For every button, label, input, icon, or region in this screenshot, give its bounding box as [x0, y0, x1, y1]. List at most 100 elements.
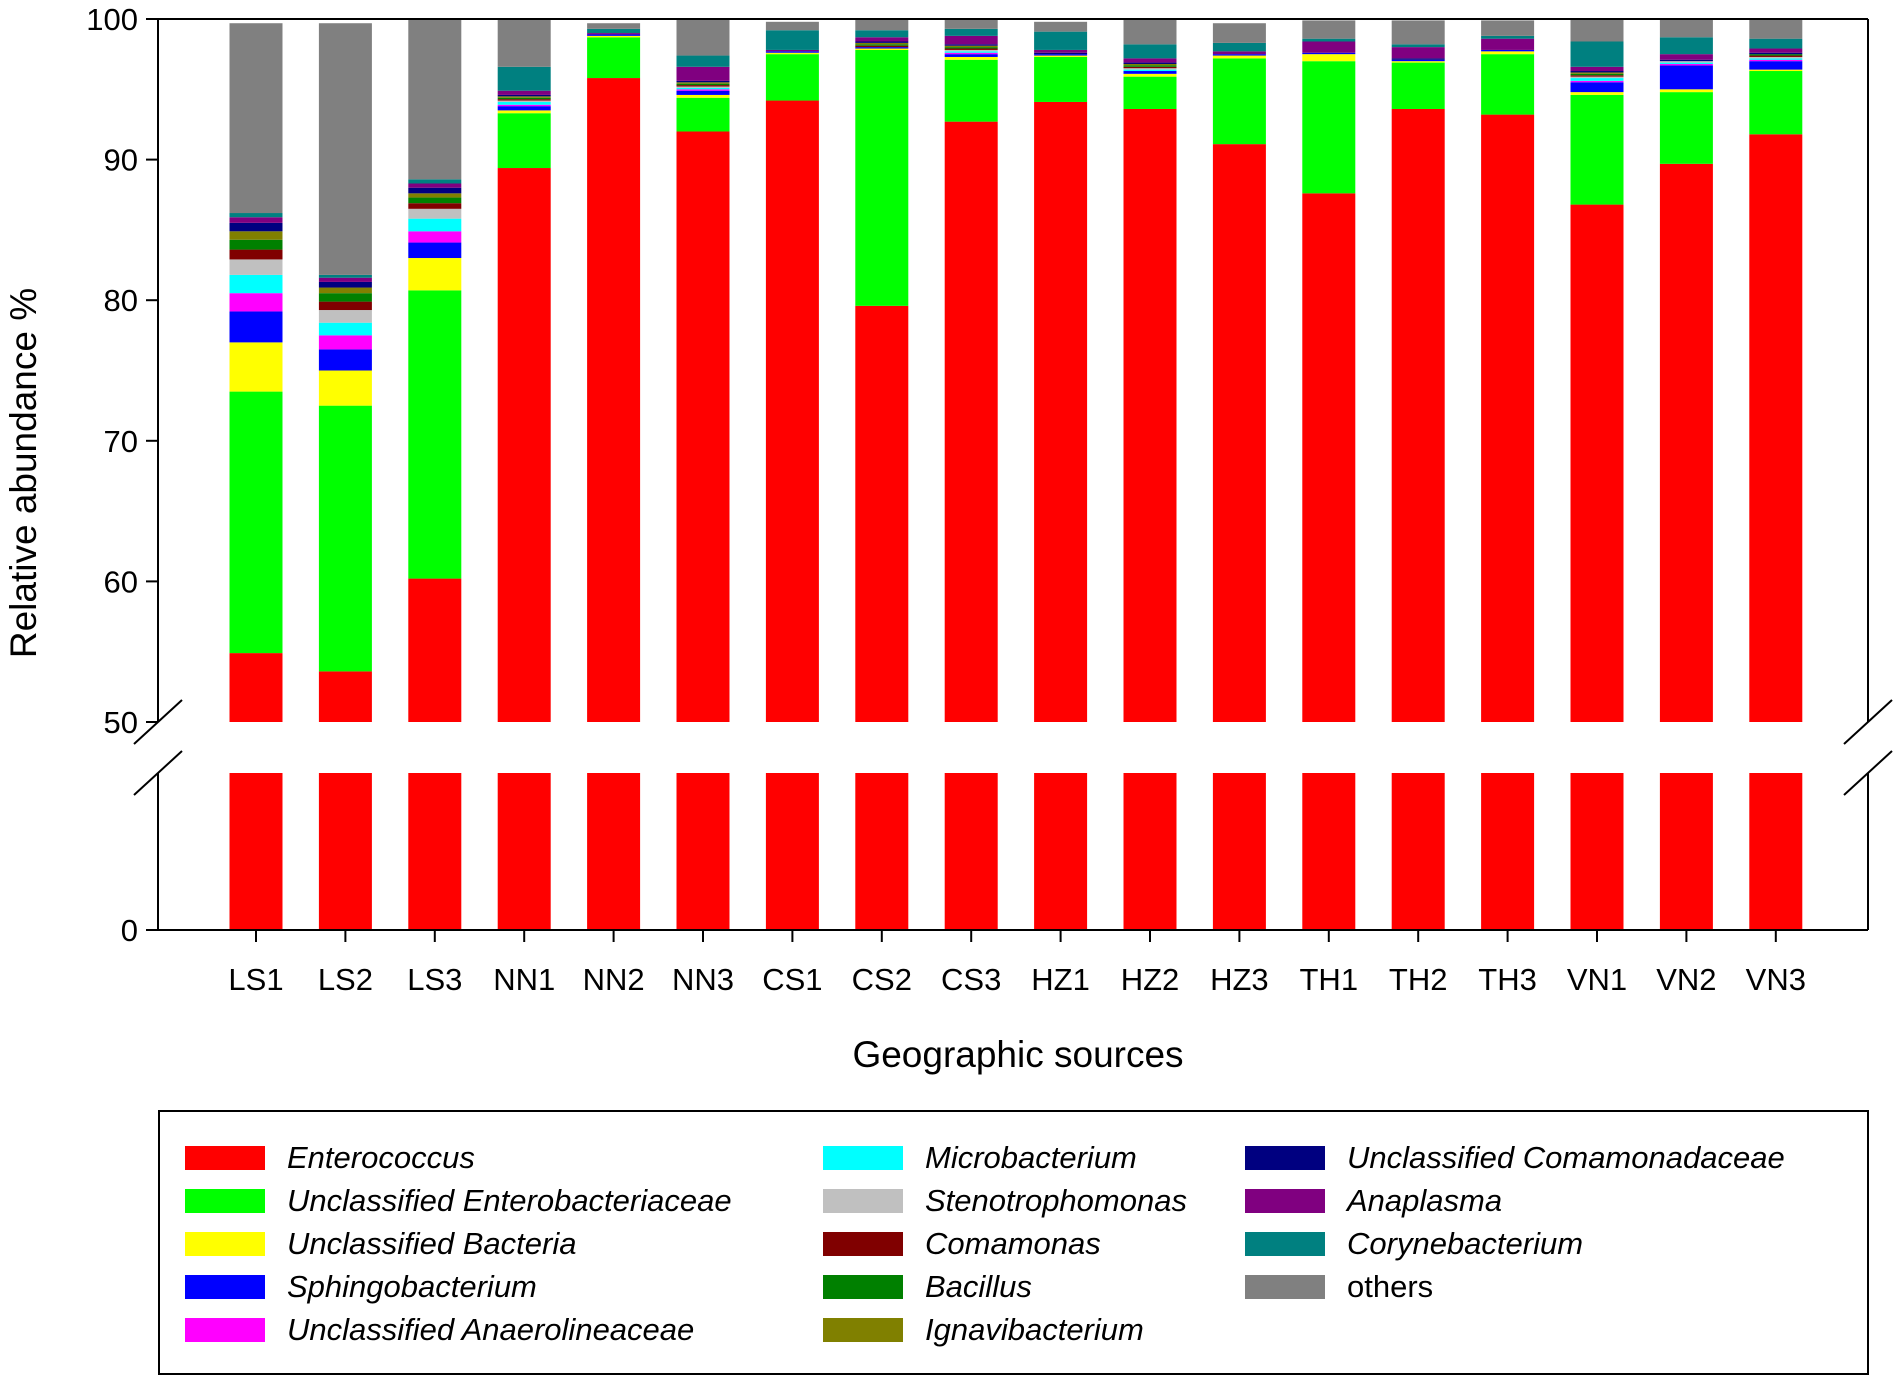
bar-segment-ls3-comamonas [408, 203, 462, 209]
bar-segment-nn2-sphingobacterium [587, 34, 641, 36]
bar-segment-th2-anaplasma [1391, 47, 1445, 59]
y-tick-label: 100 [86, 2, 138, 37]
legend-swatch [1245, 1275, 1325, 1299]
x-axis-title: Geographic sources [852, 1034, 1183, 1075]
bar-segment-vn3-stenotrophomonas [1749, 56, 1803, 59]
legend-label: Unclassified Anaerolineaceae [287, 1312, 694, 1347]
bar-segment-vn1-stenotrophomonas [1570, 76, 1624, 79]
bar-segment-cs2-bacillus [855, 44, 909, 46]
bar-segment-th1-anaplasma [1302, 41, 1356, 53]
bar-lower-cs1 [765, 773, 819, 930]
bar-segment-ls1-unclassified-anaerolineaceae [229, 293, 283, 312]
bar-segment-hz3-others [1212, 23, 1266, 43]
bar-segment-ls3-unclassified-comamonadaceae [408, 187, 462, 194]
bar-segment-hz2-unclassified-bacteria [1123, 73, 1177, 77]
bar-segment-nn1-unclassified-comamonadaceae [497, 94, 551, 97]
bar-segment-vn3-others [1749, 19, 1803, 39]
bar-segment-ls3-stenotrophomonas [408, 208, 462, 219]
bar-segment-vn1-bacillus [1570, 73, 1624, 76]
bar-segment-cs1-anaplasma [765, 49, 819, 52]
bar-segment-th3-corynebacterium [1481, 35, 1535, 39]
bar-segment-nn1-stenotrophomonas [497, 100, 551, 102]
bar-lower-vn2 [1659, 773, 1713, 930]
bar-segment-vn1-corynebacterium [1570, 41, 1624, 67]
bar-segment-ls2-comamonas [318, 301, 372, 311]
bar-segment-nn2-enterococcus [587, 78, 641, 722]
x-tick-label-vn1: VN1 [1567, 962, 1627, 997]
legend-label: Bacillus [925, 1269, 1032, 1304]
legend-swatch [1245, 1232, 1325, 1256]
bar-segment-nn2-others [587, 23, 641, 29]
x-tick-label-cs1: CS1 [762, 962, 822, 997]
bar-segment-ls1-unclassified-enterobacteriaceae [229, 391, 283, 654]
bar-segment-nn1-others [497, 19, 551, 67]
bar-segment-hz1-corynebacterium [1034, 31, 1088, 50]
x-tick-label-th2: TH2 [1389, 962, 1448, 997]
bar-segment-nn3-corynebacterium [676, 55, 730, 67]
bar-segment-ls3-enterococcus [408, 578, 462, 722]
bar-segment-th3-enterococcus [1481, 114, 1535, 722]
bar-segment-hz3-sphingobacterium [1212, 54, 1266, 56]
bar-segment-cs3-others [944, 19, 998, 29]
bar-segment-vn1-others [1570, 19, 1624, 42]
bar-segment-hz1-unclassified-bacteria [1034, 55, 1088, 57]
bar-segment-ls2-unclassified-anaerolineaceae [318, 335, 372, 350]
bar-segment-nn2-anaplasma [587, 33, 641, 35]
bar-segment-vn1-microbacterium [1570, 78, 1624, 81]
bar-segment-cs3-microbacterium [944, 51, 998, 53]
bars [229, 19, 1803, 930]
bar-lower-th3 [1481, 773, 1535, 930]
legend-label: Unclassified Enterobacteriaceae [287, 1183, 732, 1218]
bar-segment-vn2-corynebacterium [1659, 37, 1713, 55]
legend-label: Enterococcus [287, 1140, 475, 1175]
bar-segment-nn3-others [676, 19, 730, 56]
bar-segment-vn3-comamonas [1749, 55, 1803, 57]
bar-lower-nn3 [676, 773, 730, 930]
legend-swatch [823, 1318, 903, 1342]
bar-segment-vn2-unclassified-anaerolineaceae [1659, 63, 1713, 66]
bar-segment-nn3-anaplasma [676, 66, 730, 81]
bar-segment-nn1-unclassified-enterobacteriaceae [497, 113, 551, 169]
bar-segment-cs3-unclassified-bacteria [944, 56, 998, 60]
bar-segment-vn3-unclassified-anaerolineaceae [1749, 59, 1803, 62]
bar-segment-nn1-comamonas [497, 99, 551, 101]
bar-segment-nn1-sphingobacterium [497, 106, 551, 111]
bar-segment-nn1-anaplasma [497, 90, 551, 95]
bar-lower-cs3 [944, 773, 998, 930]
bar-segment-cs3-anaplasma [944, 35, 998, 45]
bar-segment-vn3-microbacterium [1749, 58, 1803, 60]
bar-segment-nn3-stenotrophomonas [676, 86, 730, 88]
bar-segment-vn3-sphingobacterium [1749, 61, 1803, 70]
bar-segment-ls1-sphingobacterium [229, 311, 283, 343]
x-tick-label-ls3: LS3 [407, 962, 462, 997]
bar-lower-vn3 [1749, 773, 1803, 930]
y-axis-title: Relative abundance % [3, 288, 44, 658]
legend-swatch [185, 1232, 265, 1256]
bar-segment-vn2-stenotrophomonas [1659, 61, 1713, 63]
legend-swatch [823, 1232, 903, 1256]
x-tick-label-th1: TH1 [1300, 962, 1359, 997]
axis-break-mark [133, 750, 183, 796]
bar-segment-nn1-corynebacterium [497, 66, 551, 91]
axes: 0 50 60 70 80 90 100 LS1 LS2 LS3 NN1 NN2 NN3 CS1 CS2 C… [86, 2, 1893, 997]
bar-lower-vn1 [1570, 773, 1624, 930]
bar-segment-hz2-stenotrophomonas [1123, 68, 1177, 70]
bar-segment-th2-unclassified-bacteria [1391, 61, 1445, 63]
bar-segment-hz2-unclassified-enterobacteriaceae [1123, 76, 1177, 109]
bar-segment-th1-unclassified-bacteria [1302, 54, 1356, 62]
bar-segment-hz1-anaplasma [1034, 49, 1088, 53]
bar-segment-nn1-ignavibacterium [497, 96, 551, 98]
bar-segment-vn1-sphingobacterium [1570, 82, 1624, 93]
bar-segment-nn1-microbacterium [497, 101, 551, 105]
legend-swatch [823, 1275, 903, 1299]
bar-segment-ls1-unclassified-comamonadaceae [229, 222, 283, 232]
bar-segment-ls1-corynebacterium [229, 213, 283, 218]
x-tick-label-nn3: NN3 [672, 962, 734, 997]
bar-segment-ls1-bacillus [229, 239, 283, 250]
bar-segment-nn3-sphingobacterium [676, 90, 730, 95]
bar-segment-ls1-others [229, 23, 283, 214]
bar-segment-ls1-enterococcus [229, 653, 283, 722]
bar-segment-vn1-ignavibacterium [1570, 72, 1624, 74]
bar-segment-nn3-microbacterium [676, 87, 730, 90]
